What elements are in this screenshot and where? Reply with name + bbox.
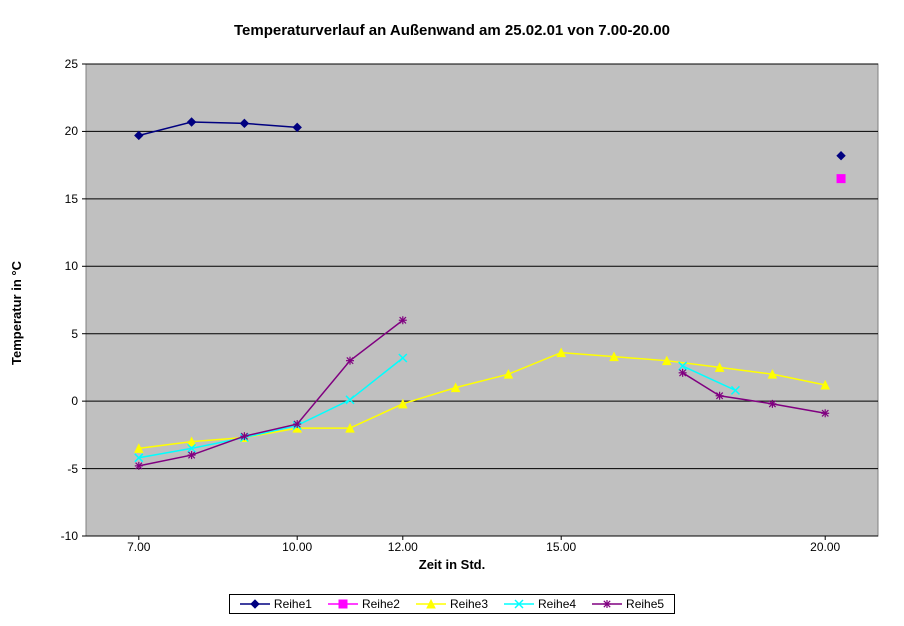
plot-svg — [86, 64, 878, 536]
legend-sample — [240, 598, 270, 610]
chart-title: Temperaturverlauf an Außenwand am 25.02.… — [0, 22, 904, 39]
legend-wrap: Reihe1 Reihe2 Reihe3 Reihe4 Reihe5 — [0, 594, 904, 614]
x-tick-label: 20.00 — [810, 540, 840, 554]
legend-sample — [416, 598, 446, 610]
legend-label: Reihe4 — [538, 597, 576, 611]
legend-item-Reihe5: Reihe5 — [592, 597, 664, 611]
y-axis-label: Temperatur in °C — [9, 261, 24, 365]
x-tick-label: 10.00 — [282, 540, 312, 554]
x-axis-label: Zeit in Std. — [0, 557, 904, 572]
legend-item-Reihe1: Reihe1 — [240, 597, 312, 611]
series-Reihe2 — [837, 175, 845, 183]
legend-item-Reihe2: Reihe2 — [328, 597, 400, 611]
y-tick-label: -10 — [34, 529, 78, 543]
legend-label: Reihe5 — [626, 597, 664, 611]
plot-wrap: -10-50510152025 7.0010.0012.0015.0020.00 — [86, 64, 878, 536]
legend-label: Reihe3 — [450, 597, 488, 611]
y-tick-label: 0 — [34, 394, 78, 408]
y-tick-label: 25 — [34, 57, 78, 71]
x-tick-label: 7.00 — [127, 540, 150, 554]
legend-sample — [328, 598, 358, 610]
y-tick-label: 5 — [34, 327, 78, 341]
y-tick-label: 15 — [34, 192, 78, 206]
x-tick-label: 12.00 — [388, 540, 418, 554]
chart-container: Temperaturverlauf an Außenwand am 25.02.… — [0, 0, 904, 626]
legend-sample — [504, 598, 534, 610]
legend: Reihe1 Reihe2 Reihe3 Reihe4 Reihe5 — [229, 594, 675, 614]
y-tick-label: 20 — [34, 124, 78, 138]
legend-item-Reihe3: Reihe3 — [416, 597, 488, 611]
y-tick-label: 10 — [34, 259, 78, 273]
legend-sample — [592, 598, 622, 610]
legend-label: Reihe1 — [274, 597, 312, 611]
x-tick-label: 15.00 — [546, 540, 576, 554]
legend-item-Reihe4: Reihe4 — [504, 597, 576, 611]
legend-label: Reihe2 — [362, 597, 400, 611]
y-tick-label: -5 — [34, 462, 78, 476]
